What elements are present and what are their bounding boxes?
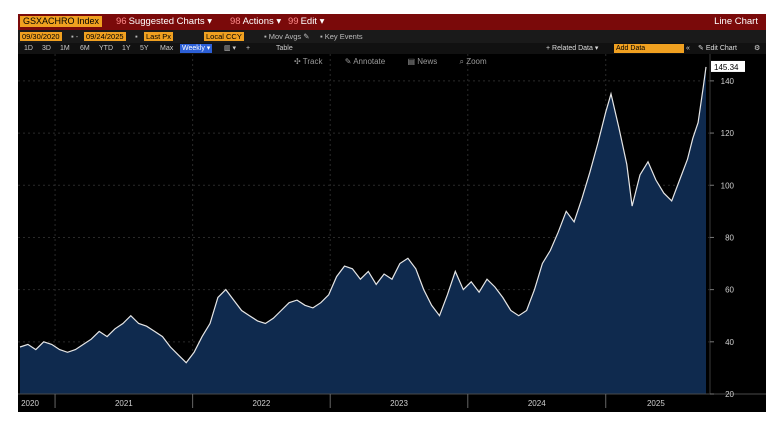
suggested-charts-menu[interactable]: 96 Suggested Charts ▾ — [116, 16, 213, 27]
y-tick-label: 120 — [721, 129, 735, 138]
currency-selector[interactable]: Local CCY — [204, 32, 244, 41]
mov-avgs-label: Mov Avgs — [268, 32, 302, 41]
ticker-field[interactable]: GSXACHRO Index — [20, 16, 103, 27]
period-1y[interactable]: 1Y — [122, 45, 131, 52]
period-ytd[interactable]: YTD — [99, 45, 113, 52]
suggested-charts-label: Suggested Charts — [128, 16, 205, 27]
news-label: News — [417, 57, 438, 66]
period-max[interactable]: Max — [160, 45, 174, 52]
period-1d[interactable]: 1D — [24, 45, 33, 52]
news-button[interactable]: ▤ News — [407, 57, 438, 66]
y-tick-label: 140 — [721, 77, 735, 86]
x-axis-ticks: 2020 2021 2022 2023 2024 2025 — [21, 394, 665, 408]
period-5y[interactable]: 5Y — [140, 45, 149, 52]
y-tick-label: 80 — [725, 233, 734, 242]
mov-avgs-toggle[interactable]: ▪ Mov Avgs ✎ — [264, 32, 310, 41]
frequency-selector[interactable]: Weekly ▾ — [180, 44, 213, 53]
y-tick-label: 40 — [725, 338, 734, 347]
edit-chart-label: Edit Chart — [705, 45, 737, 52]
date-picker-icon[interactable]: ▪ - — [71, 32, 79, 41]
zoom-button[interactable]: ⌕ Zoom — [459, 57, 487, 66]
add-series-icon[interactable]: + — [246, 45, 251, 52]
collapse-icon[interactable]: « — [686, 45, 690, 52]
actions-icon: 98 — [230, 16, 241, 27]
price-area-fill — [20, 66, 706, 395]
price-line — [19, 66, 707, 364]
related-data-menu[interactable]: + Related Data ▾ — [546, 45, 599, 52]
x-tick-label: 2025 — [647, 399, 665, 408]
related-data-label: + Related Data — [546, 45, 593, 52]
track-label: Track — [302, 57, 323, 66]
add-data-field[interactable]: Add Data — [614, 44, 684, 53]
chart-style-icon[interactable]: ▥ ▾ — [224, 45, 237, 52]
edit-menu[interactable]: 99 Edit ▾ — [288, 16, 325, 27]
edit-chart-button[interactable]: ✎ Edit Chart — [698, 45, 737, 52]
x-tick-label: 2022 — [253, 399, 271, 408]
period-6m[interactable]: 6M — [80, 45, 90, 52]
parameters-row: 09/30/2020 ▪ - 09/24/2025 ▪ Last Px Loca… — [18, 30, 766, 43]
actions-label: Actions — [242, 16, 274, 27]
start-date-field[interactable]: 09/30/2020 — [20, 32, 62, 41]
y-axis-ticks: 20 40 60 80 100 120 140 — [710, 77, 735, 399]
settings-gear-icon[interactable]: ⚙ — [754, 45, 761, 52]
track-button[interactable]: ✣ Track — [294, 57, 323, 66]
chart-icon: 96 — [116, 16, 127, 27]
x-tick-label: 2021 — [115, 399, 133, 408]
chart-type-label: Line Chart — [714, 16, 758, 27]
field-selector[interactable]: Last Px — [144, 32, 174, 41]
last-value-marker: 145.34 — [711, 60, 745, 72]
annotate-button[interactable]: ✎ Annotate — [344, 57, 386, 66]
y-tick-label: 60 — [725, 286, 734, 295]
bloomberg-chart-window: GSXACHRO Index 96 Suggested Charts ▾ 98 Ac… — [18, 14, 766, 412]
edit-icon: 99 — [288, 16, 299, 27]
last-value-box — [711, 60, 745, 72]
actions-menu[interactable]: 98 Actions ▾ — [230, 16, 282, 27]
key-events-toggle[interactable]: ▪ Key Events — [320, 32, 363, 41]
frequency-label: Weekly — [182, 45, 205, 52]
key-events-label: Key Events — [324, 32, 363, 41]
title-bar: GSXACHRO Index 96 Suggested Charts ▾ 98 Ac… — [18, 14, 766, 30]
chart-toolbar: ✣ Track ✎ Annotate ▤ News ⌕ Zoom — [294, 56, 507, 68]
table-button[interactable]: Table — [276, 45, 293, 52]
y-tick-label: 20 — [725, 390, 734, 399]
period-3d[interactable]: 3D — [42, 45, 51, 52]
last-value-label: 145.34 — [714, 63, 739, 72]
y-tick-label: 100 — [721, 181, 735, 190]
period-1m[interactable]: 1M — [60, 45, 70, 52]
edit-label: Edit — [300, 16, 317, 27]
date-picker-icon-2[interactable]: ▪ — [135, 32, 138, 41]
end-date-field[interactable]: 09/24/2025 — [84, 32, 126, 41]
annotate-label: Annotate — [353, 57, 386, 66]
x-tick-label: 2023 — [390, 399, 408, 408]
x-tick-label: 2020 — [21, 399, 39, 408]
x-tick-label: 2024 — [528, 399, 546, 408]
zoom-label: Zoom — [466, 57, 487, 66]
period-row: 1D 3D 1M 6M YTD 1Y 5Y Max Weekly ▾ ▥ ▾ +… — [18, 43, 766, 54]
